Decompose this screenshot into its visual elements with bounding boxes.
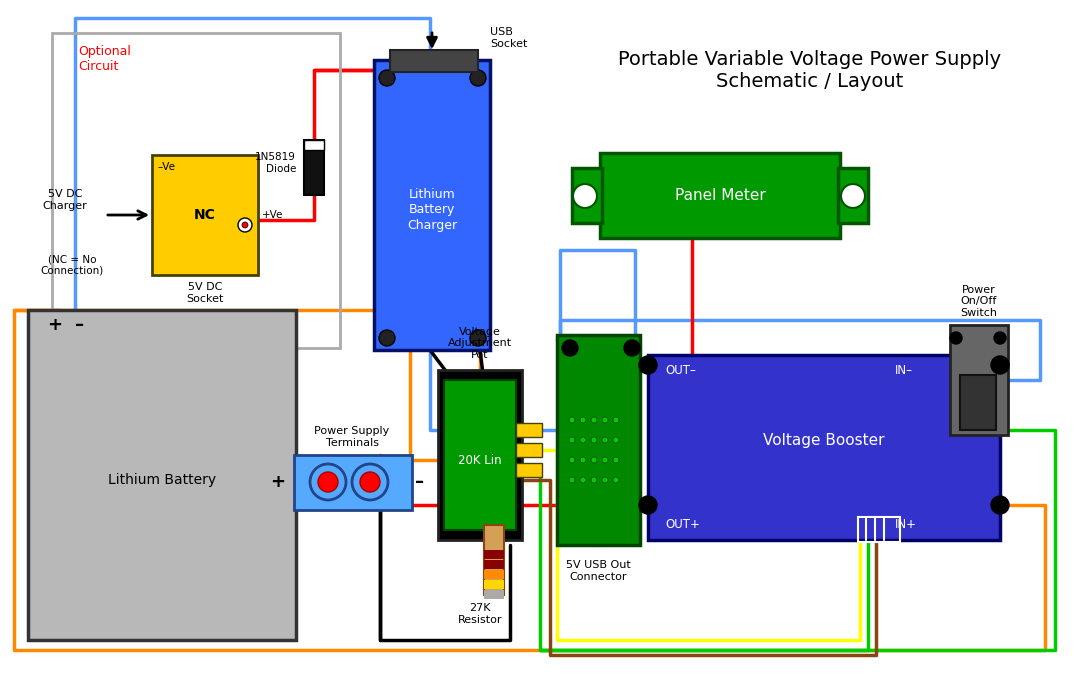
Circle shape: [470, 70, 486, 86]
Circle shape: [602, 457, 609, 463]
FancyBboxPatch shape: [484, 590, 504, 599]
FancyBboxPatch shape: [304, 140, 324, 195]
Text: Voltage
Adjustment
Pot: Voltage Adjustment Pot: [448, 327, 512, 360]
Text: +: +: [270, 473, 285, 491]
Text: NC: NC: [194, 208, 215, 222]
Circle shape: [318, 472, 338, 492]
Text: 5V USB Out
Connector: 5V USB Out Connector: [565, 560, 630, 582]
Circle shape: [238, 218, 252, 232]
Circle shape: [602, 437, 609, 443]
Text: (NC = No
Connection): (NC = No Connection): [40, 254, 103, 276]
FancyBboxPatch shape: [444, 380, 516, 530]
Text: Portable Variable Voltage Power Supply
Schematic / Layout: Portable Variable Voltage Power Supply S…: [618, 50, 1002, 91]
Text: 5V DC
Charger: 5V DC Charger: [43, 189, 87, 211]
Circle shape: [470, 330, 486, 346]
Circle shape: [639, 356, 657, 374]
FancyBboxPatch shape: [516, 443, 542, 457]
Circle shape: [569, 437, 575, 443]
Text: IN–: IN–: [895, 364, 913, 376]
Circle shape: [613, 417, 619, 423]
Circle shape: [841, 184, 865, 208]
FancyBboxPatch shape: [294, 455, 412, 510]
Text: +Ve: +Ve: [262, 210, 283, 220]
Text: USB
Socket: USB Socket: [490, 27, 528, 49]
Text: Optional
Circuit: Optional Circuit: [78, 45, 131, 73]
Circle shape: [994, 332, 1006, 344]
FancyBboxPatch shape: [438, 370, 522, 540]
FancyBboxPatch shape: [557, 335, 640, 545]
Circle shape: [569, 417, 575, 423]
Circle shape: [602, 477, 609, 483]
FancyBboxPatch shape: [374, 60, 490, 350]
FancyBboxPatch shape: [304, 140, 324, 150]
Circle shape: [569, 457, 575, 463]
Circle shape: [591, 417, 597, 423]
Text: 1N5819
Diode: 1N5819 Diode: [255, 152, 296, 174]
FancyBboxPatch shape: [484, 550, 504, 559]
Circle shape: [352, 464, 388, 500]
Text: 5V DC
Socket: 5V DC Socket: [186, 282, 224, 303]
Text: OUT–: OUT–: [665, 364, 696, 376]
Circle shape: [639, 496, 657, 514]
FancyBboxPatch shape: [152, 155, 258, 275]
Circle shape: [573, 184, 597, 208]
Circle shape: [591, 457, 597, 463]
Circle shape: [562, 340, 578, 356]
Circle shape: [379, 70, 395, 86]
Circle shape: [613, 437, 619, 443]
Text: Power Supply
Terminals: Power Supply Terminals: [314, 427, 390, 448]
Text: Voltage Booster: Voltage Booster: [764, 433, 884, 447]
Text: IN+: IN+: [895, 519, 917, 531]
Circle shape: [581, 417, 586, 423]
Circle shape: [379, 330, 395, 346]
Text: Panel Meter: Panel Meter: [674, 188, 766, 204]
FancyBboxPatch shape: [960, 375, 996, 430]
FancyBboxPatch shape: [516, 463, 542, 477]
Circle shape: [950, 332, 962, 344]
Circle shape: [242, 222, 248, 228]
Circle shape: [624, 340, 640, 356]
Circle shape: [310, 464, 346, 500]
Circle shape: [613, 477, 619, 483]
Text: Lithium
Battery
Charger: Lithium Battery Charger: [407, 188, 457, 232]
Text: OUT+: OUT+: [665, 519, 700, 531]
FancyBboxPatch shape: [600, 153, 840, 238]
FancyBboxPatch shape: [484, 570, 504, 579]
FancyBboxPatch shape: [390, 50, 478, 72]
FancyBboxPatch shape: [838, 168, 868, 223]
Text: Power
On/Off
Switch: Power On/Off Switch: [961, 285, 997, 318]
Circle shape: [602, 417, 609, 423]
Circle shape: [581, 477, 586, 483]
Circle shape: [581, 437, 586, 443]
Text: +: +: [47, 316, 62, 334]
FancyBboxPatch shape: [28, 310, 296, 640]
Circle shape: [991, 356, 1009, 374]
Circle shape: [360, 472, 380, 492]
FancyBboxPatch shape: [484, 525, 504, 595]
FancyBboxPatch shape: [484, 560, 504, 569]
Text: 27K
Resistor: 27K Resistor: [458, 603, 502, 625]
FancyBboxPatch shape: [572, 168, 602, 223]
Circle shape: [569, 477, 575, 483]
Circle shape: [613, 457, 619, 463]
Text: –: –: [75, 316, 85, 334]
Text: –: –: [416, 473, 424, 491]
Text: –Ve: –Ve: [158, 162, 176, 172]
Circle shape: [991, 496, 1009, 514]
FancyBboxPatch shape: [648, 355, 1001, 540]
FancyBboxPatch shape: [950, 325, 1008, 435]
Circle shape: [581, 457, 586, 463]
Text: Lithium Battery: Lithium Battery: [108, 473, 216, 487]
Circle shape: [591, 477, 597, 483]
FancyBboxPatch shape: [516, 423, 542, 437]
FancyBboxPatch shape: [484, 580, 504, 589]
Text: 20K Lin: 20K Lin: [458, 454, 502, 466]
Circle shape: [591, 437, 597, 443]
